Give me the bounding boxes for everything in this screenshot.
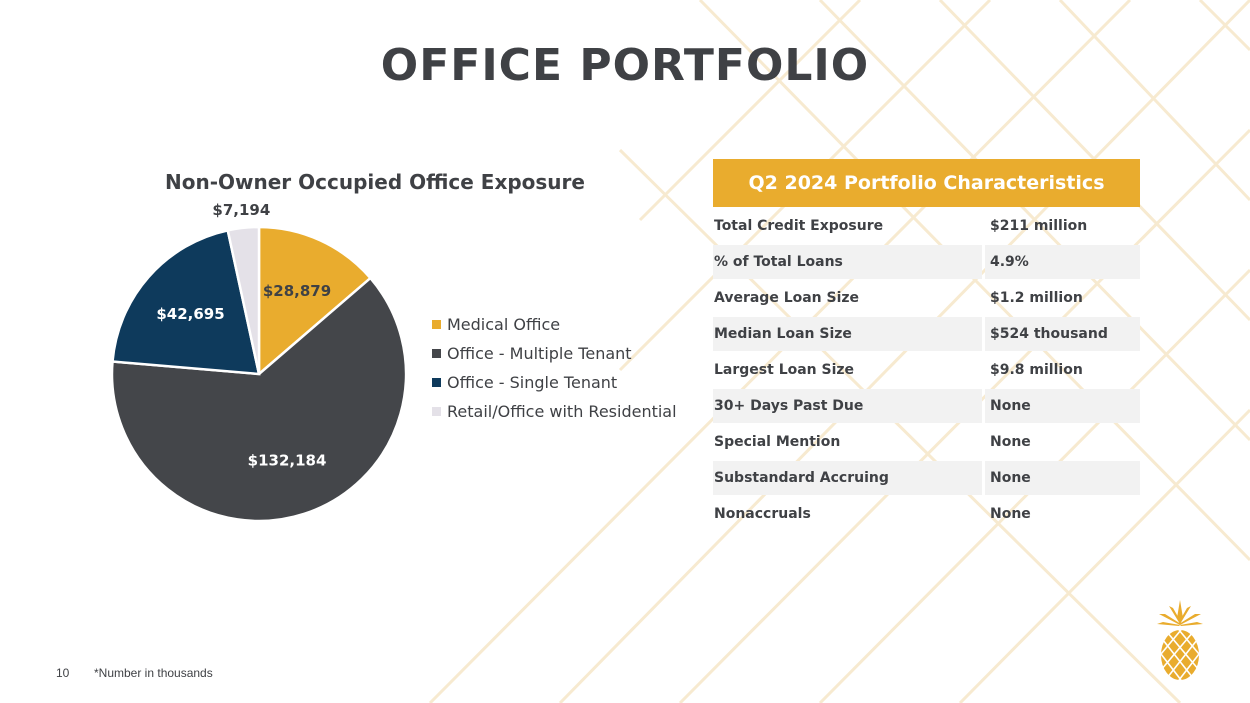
footer: 10 *Number in thousands	[56, 666, 213, 680]
row-label: % of Total Loans	[713, 245, 982, 279]
pineapple-icon	[1157, 600, 1203, 681]
row-label: Substandard Accruing	[713, 461, 982, 495]
panel-header: Q2 2024 Portfolio Characteristics	[713, 159, 1140, 207]
legend-item-office-multiple-tenant: Office - Multiple Tenant	[432, 339, 677, 368]
row-value: $1.2 million	[990, 290, 1083, 306]
chart-legend: Medical Office Office - Multiple Tenant …	[432, 310, 677, 426]
legend-label: Office - Single Tenant	[447, 373, 618, 392]
legend-swatch	[432, 320, 441, 329]
pie-data-label-1: $132,184	[248, 452, 327, 470]
legend-item-retail-office-residential: Retail/Office with Residential	[432, 397, 677, 426]
table-row: Substandard Accruing None	[713, 461, 1140, 495]
row-label: Total Credit Exposure	[714, 218, 884, 234]
row-value: $524 thousand	[985, 317, 1140, 351]
pie-slice-2	[111, 228, 261, 376]
table-row: Nonaccruals None	[713, 497, 1140, 531]
pie-data-label-0: $28,879	[263, 282, 331, 300]
footnote: *Number in thousands	[94, 666, 213, 680]
row-label: Largest Loan Size	[714, 362, 855, 378]
legend-label: Office - Multiple Tenant	[447, 344, 632, 363]
table-row: Largest Loan Size $9.8 million	[713, 353, 1140, 387]
legend-swatch	[432, 378, 441, 387]
table-row: Median Loan Size $524 thousand	[713, 317, 1140, 351]
page-number: 10	[56, 666, 70, 680]
pie-slice-0	[257, 225, 373, 377]
chart-title: Non-Owner Occupied Office Exposure	[165, 170, 585, 194]
row-value: $211 million	[990, 218, 1088, 234]
page-title: OFFICE PORTFOLIO	[380, 40, 870, 91]
pie-slice-3	[226, 225, 261, 375]
legend-item-medical-office: Medical Office	[432, 310, 677, 339]
row-value: None	[990, 434, 1031, 450]
row-label: Average Loan Size	[714, 290, 860, 306]
pie-slice-1	[110, 276, 408, 523]
pie-data-label-2: $42,695	[156, 305, 224, 323]
table-row: % of Total Loans 4.9%	[713, 245, 1140, 279]
legend-label: Medical Office	[447, 315, 561, 334]
table-row: 30+ Days Past Due None	[713, 389, 1140, 423]
legend-label: Retail/Office with Residential	[447, 402, 677, 421]
row-label: Median Loan Size	[713, 317, 982, 351]
table-row: Total Credit Exposure $211 million	[713, 209, 1140, 243]
row-label: 30+ Days Past Due	[713, 389, 982, 423]
pie-chart: $28,879 $132,184 $42,695 $7,194	[110, 201, 408, 523]
table-row: Average Loan Size $1.2 million	[713, 281, 1140, 315]
row-label: Nonaccruals	[714, 506, 811, 522]
portfolio-characteristics-panel: Q2 2024 Portfolio Characteristics Total …	[713, 159, 1140, 531]
row-label: Special Mention	[714, 434, 841, 450]
row-value: None	[985, 461, 1140, 495]
legend-item-office-single-tenant: Office - Single Tenant	[432, 368, 677, 397]
row-value: None	[985, 389, 1140, 423]
row-value: 4.9%	[985, 245, 1140, 279]
legend-swatch	[432, 349, 441, 358]
legend-swatch	[432, 407, 441, 416]
table-row: Special Mention None	[713, 425, 1140, 459]
pie-data-label-3: $7,194	[212, 201, 270, 219]
row-value: None	[990, 506, 1031, 522]
row-value: $9.8 million	[990, 362, 1083, 378]
